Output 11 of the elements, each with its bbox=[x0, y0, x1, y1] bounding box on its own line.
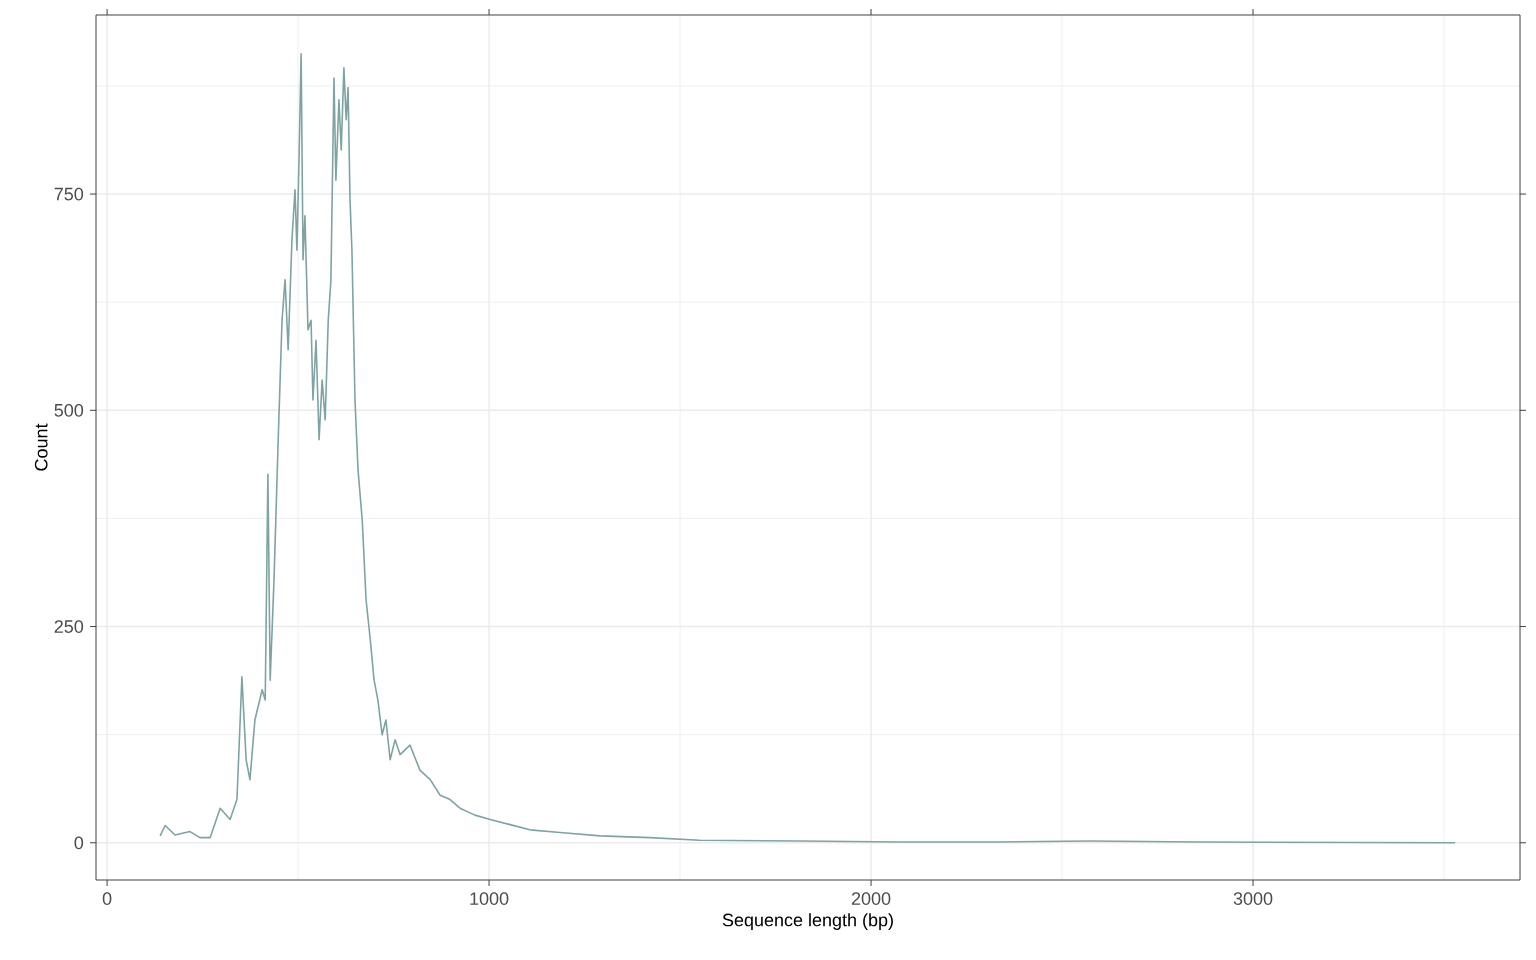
y-tick-label: 250 bbox=[54, 620, 84, 633]
x-tick-label: 0 bbox=[102, 892, 112, 905]
x-axis-title: Sequence length (bp) bbox=[722, 913, 893, 930]
line-series bbox=[159, 53, 1456, 844]
y-tick-label: 500 bbox=[54, 403, 84, 417]
x-tick-label: 1000 bbox=[470, 892, 509, 905]
x-tick-label: 3000 bbox=[1233, 892, 1273, 905]
x-tick-label: 2000 bbox=[851, 892, 891, 905]
y-tick-label: 0 bbox=[74, 836, 84, 850]
y-tick-label: 750 bbox=[54, 187, 84, 201]
y-axis-title: Count bbox=[34, 423, 48, 471]
